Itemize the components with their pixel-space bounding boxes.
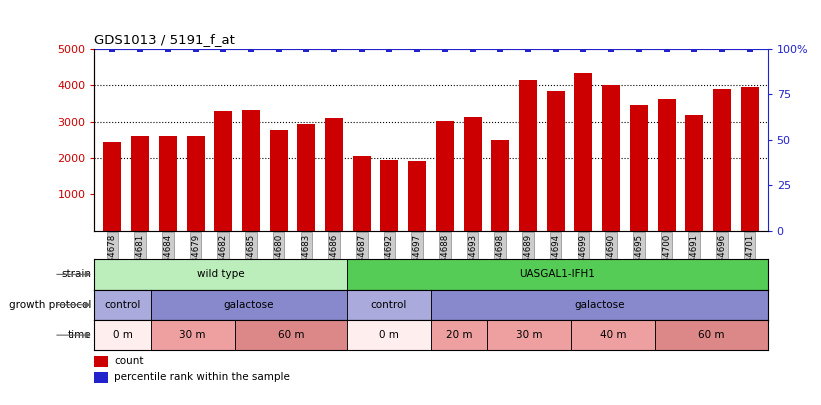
Text: control: control (371, 300, 407, 310)
Point (632, 46, 645, 52)
Text: galactose: galactose (223, 300, 274, 310)
Bar (547, 91, 565, 231)
Text: strain: strain (61, 269, 91, 279)
Text: galactose: galactose (574, 300, 625, 310)
Bar (269, 130, 287, 231)
Point (493, 46, 507, 52)
Text: 20 m: 20 m (446, 330, 472, 340)
Point (466, 46, 479, 52)
Bar (353, 156, 371, 231)
Point (660, 46, 673, 52)
Bar (519, 80, 537, 231)
Text: control: control (104, 300, 140, 310)
Text: 60 m: 60 m (277, 330, 304, 340)
Bar (571, 320, 655, 350)
Bar (431, 290, 768, 320)
Point (134, 46, 147, 52)
Bar (94, 372, 108, 383)
Bar (347, 320, 431, 350)
Point (161, 46, 174, 52)
Bar (347, 259, 768, 290)
Bar (630, 105, 648, 231)
Bar (186, 136, 204, 231)
Point (189, 46, 202, 52)
Point (688, 46, 701, 52)
Point (300, 46, 313, 52)
Point (106, 46, 119, 52)
Point (383, 46, 396, 52)
Text: time: time (67, 330, 91, 340)
Bar (131, 136, 149, 231)
Bar (94, 290, 150, 320)
Bar (713, 89, 731, 231)
Text: 40 m: 40 m (600, 330, 626, 340)
Bar (347, 290, 431, 320)
Point (410, 46, 424, 52)
Text: percentile rank within the sample: percentile rank within the sample (114, 373, 290, 382)
Text: count: count (114, 356, 144, 366)
Text: wild type: wild type (197, 269, 245, 279)
Text: 0 m: 0 m (379, 330, 399, 340)
Bar (242, 110, 260, 231)
Bar (464, 117, 482, 231)
Bar (408, 160, 426, 231)
Point (272, 46, 285, 52)
Bar (655, 320, 768, 350)
Bar (658, 99, 676, 231)
Point (245, 46, 258, 52)
Bar (150, 320, 235, 350)
Text: 30 m: 30 m (516, 330, 543, 340)
Bar (214, 111, 232, 231)
Bar (94, 320, 150, 350)
Bar (491, 140, 509, 231)
Bar (150, 290, 346, 320)
Point (743, 46, 756, 52)
Bar (575, 73, 593, 231)
Bar (94, 356, 108, 367)
Bar (103, 142, 122, 231)
Text: growth protocol: growth protocol (9, 300, 91, 310)
Bar (487, 320, 571, 350)
Text: 0 m: 0 m (112, 330, 132, 340)
Bar (380, 160, 398, 231)
Text: 60 m: 60 m (699, 330, 725, 340)
Point (577, 46, 590, 52)
Point (604, 46, 617, 52)
Point (521, 46, 534, 52)
Point (217, 46, 230, 52)
Bar (235, 320, 346, 350)
Bar (297, 124, 315, 231)
Bar (602, 85, 620, 231)
Bar (686, 115, 704, 231)
Text: UASGAL1-IFH1: UASGAL1-IFH1 (520, 269, 595, 279)
Bar (741, 87, 759, 231)
Point (549, 46, 562, 52)
Bar (325, 118, 343, 231)
Bar (431, 320, 487, 350)
Point (715, 46, 728, 52)
Point (438, 46, 452, 52)
Point (328, 46, 341, 52)
Text: 30 m: 30 m (179, 330, 206, 340)
Text: GDS1013 / 5191_f_at: GDS1013 / 5191_f_at (94, 33, 236, 46)
Bar (94, 259, 347, 290)
Bar (436, 121, 454, 231)
Point (355, 46, 369, 52)
Bar (158, 136, 177, 231)
